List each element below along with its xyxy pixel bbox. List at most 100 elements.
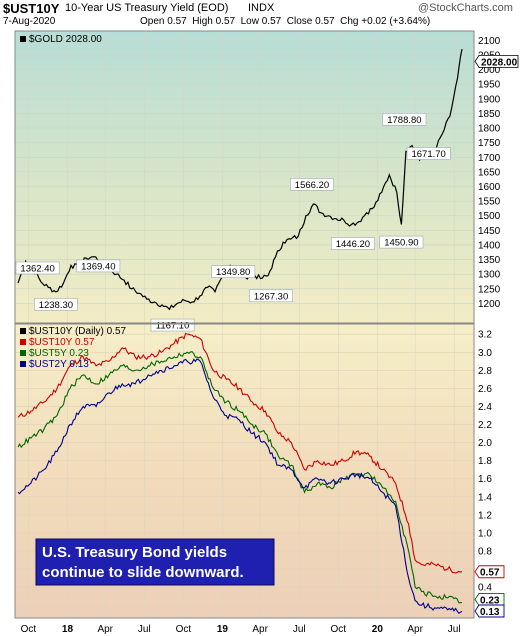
yield-y-tick-label: 2.6	[478, 384, 492, 395]
gold-annotation-box	[249, 289, 293, 303]
series-line	[17, 332, 463, 574]
last-value-labels: 2028.00 0.57 0.230.13	[474, 54, 519, 618]
yield-y-tick-label: 2.0	[478, 438, 492, 449]
time-axis-ticks: Oct 18 Apr Jul Oct 19 Apr Jul Oct 20 Apr Jul	[21, 624, 461, 635]
gold-y-tick-label: 1350	[478, 255, 501, 266]
yield-last-value-box	[474, 565, 505, 579]
gold-annotation-box	[379, 235, 424, 249]
gold-y-tick-label: 1450	[478, 226, 501, 237]
gold-annotation-label: 1566.20	[295, 180, 329, 191]
gold-annotation-box	[33, 297, 78, 311]
gold-y-tick-label: 1700	[478, 153, 501, 164]
gold-annotation-box	[76, 259, 121, 273]
yield-legend-label: $UST10Y 0.57	[29, 337, 95, 348]
gold-gridlines	[15, 31, 474, 618]
date: 7-Aug-2020	[3, 16, 56, 27]
yield-last-value-box	[474, 604, 505, 618]
yield-y-tick-label: 1.0	[478, 528, 492, 539]
x-tick-label: Jul	[293, 624, 306, 635]
yield-y-tick-label: 1.8	[478, 456, 492, 467]
gold-legend-swatch	[20, 36, 26, 42]
gold-axis-ticks: 1200 1250 1300 1350 1400 1450 1500 1550 1600 1650…	[478, 36, 501, 310]
yield-last-value-label: 0.57	[480, 568, 500, 579]
yield-y-tick-label: 0.8	[478, 546, 492, 557]
gold-y-tick-label: 2100	[478, 36, 501, 47]
copyright: @StockCharts.com	[418, 2, 513, 14]
yield-y-tick-label: 2.2	[478, 420, 492, 431]
gold-y-tick-label: 1800	[478, 124, 501, 135]
x-tick-label: 19	[217, 624, 229, 635]
exchange: INDX	[248, 2, 275, 14]
gold-annotation-label: 1788.80	[387, 115, 421, 126]
gold-annotation-label: 1349.80	[216, 267, 250, 278]
gold-last-value-label: 2028.00	[481, 57, 518, 68]
callout-line-1: U.S. Treasury Bond yields	[42, 544, 227, 561]
x-tick-label: Jul	[448, 624, 461, 635]
gold-y-tick-label: 1750	[478, 138, 501, 149]
x-tick-label: Jul	[138, 624, 151, 635]
gold-annotation-label: 1450.90	[384, 238, 418, 249]
series-line	[17, 351, 463, 604]
yield-legend-label: $UST10Y (Daily) 0.57	[29, 326, 127, 337]
gold-y-tick-label: 1250	[478, 284, 501, 295]
gold-panel-background	[15, 31, 474, 323]
yield-y-tick-label: 0.4	[478, 583, 492, 594]
gold-y-tick-label: 1850	[478, 109, 501, 120]
gold-y-tick-label: 1650	[478, 167, 501, 178]
yield-y-tick-label: 1.2	[478, 510, 492, 521]
x-tick-label: Apr	[97, 624, 113, 635]
gold-legend-label: $GOLD 2028.00	[29, 34, 102, 45]
gold-annotation-box	[382, 113, 427, 126]
gold-legend: $GOLD 2028.00	[20, 34, 102, 45]
chart-header: $UST10Y 10-Year US Treasury Yield (EOD) …	[0, 0, 520, 30]
description: 10-Year US Treasury Yield (EOD)	[65, 2, 229, 14]
x-tick-label: Apr	[252, 624, 268, 635]
yield-y-tick-label: 3.0	[478, 348, 492, 359]
gold-annotation-box	[330, 237, 375, 250]
gold-annotation-label: 1671.70	[411, 149, 445, 160]
yield-legend-swatch	[20, 339, 26, 345]
gold-y-tick-label: 1500	[478, 211, 501, 222]
gold-y-tick-label: 1400	[478, 240, 501, 251]
gold-annotation-box	[290, 178, 334, 191]
gold-annotation-box	[406, 147, 451, 160]
gold-last-value-box	[474, 54, 519, 68]
gold-y-tick-label: 1550	[478, 197, 501, 208]
gold-annotation-label: 1167.10	[156, 321, 190, 332]
callout-box	[35, 538, 275, 586]
yield-panel-frame	[14, 323, 475, 619]
gold-annotation-label: 1369.40	[81, 261, 115, 272]
yield-legend-label: $UST2Y 0.13	[29, 359, 89, 370]
symbol: $UST10Y	[3, 1, 60, 16]
gold-y-tick-label: 1600	[478, 182, 501, 193]
yield-y-tick-label: 1.4	[478, 492, 492, 503]
yield-legend-swatch	[20, 350, 26, 356]
yield-last-value-label: 0.23	[480, 595, 500, 606]
series-line	[17, 358, 463, 615]
x-tick-label: Apr	[407, 624, 423, 635]
gold-annotation-box	[15, 261, 60, 275]
yield-y-tick-label: 3.2	[478, 330, 492, 341]
x-tick-label: 20	[372, 624, 384, 635]
gold-annotation-label: 1238.30	[39, 300, 73, 311]
x-tick-label: 18	[62, 624, 74, 635]
yield-last-value-box	[474, 593, 505, 606]
yield-y-tick-label: 2.8	[478, 366, 492, 377]
gold-annotation-box	[211, 265, 256, 278]
yield-legend-swatch	[20, 328, 26, 334]
gold-y-tick-label: 1300	[478, 270, 501, 281]
yield-legend-label: $UST5Y 0.23	[29, 348, 89, 359]
gold-annotation-label: 1362.40	[20, 263, 54, 274]
x-tick-label: Oct	[176, 624, 192, 635]
x-tick-label: Oct	[331, 624, 347, 635]
gold-price-annotations: 1362.40 1238.30 1369.40 1167.10 1349.80 1267.…	[15, 113, 451, 332]
gold-y-tick-label: 1900	[478, 94, 501, 105]
gold-y-tick-label: 1950	[478, 80, 501, 91]
callout-line-2: continue to slide downward.	[42, 564, 244, 581]
gold-annotation-label: 1267.30	[254, 291, 288, 302]
ohlc-readout: Open 0.57 High 0.57 Low 0.57 Close 0.57 …	[140, 16, 431, 27]
yield-last-value-label: 0.13	[480, 607, 500, 618]
yield-y-tick-label: 1.6	[478, 474, 492, 485]
gold-panel-frame	[14, 30, 475, 324]
